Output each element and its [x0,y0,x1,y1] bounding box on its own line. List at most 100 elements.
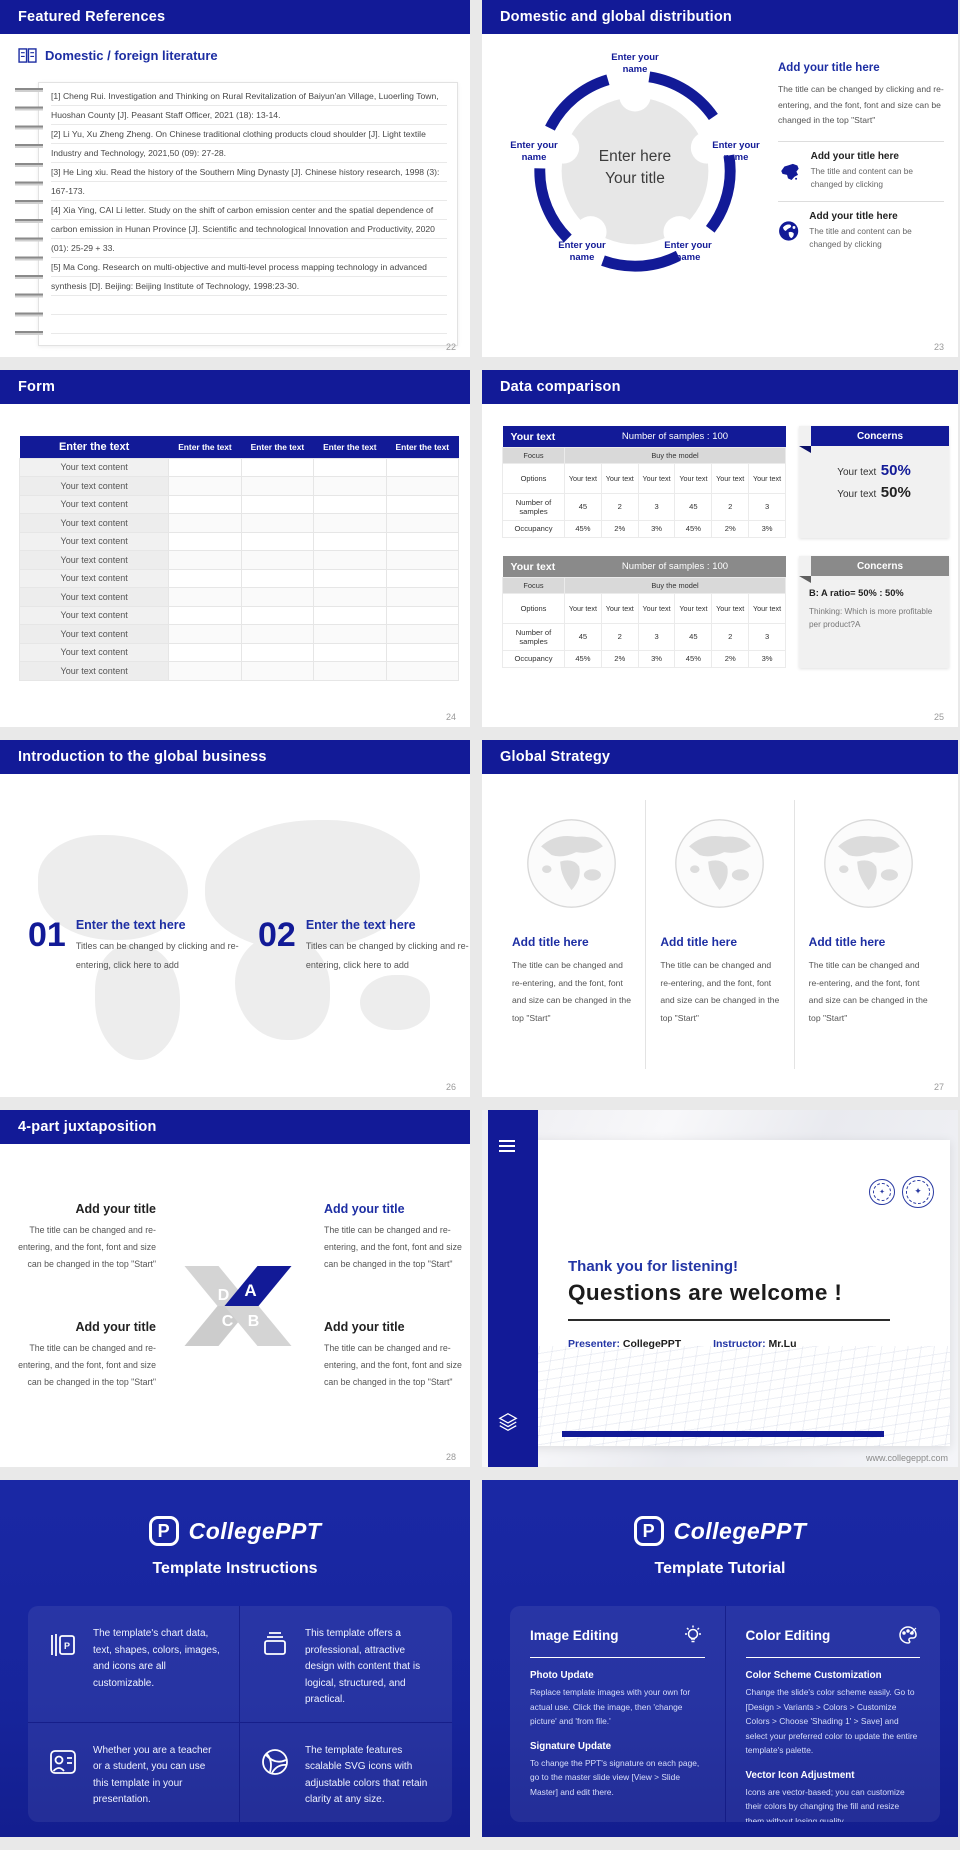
item-heading: Enter the text here [75,918,186,932]
page-number: 25 [933,712,944,722]
form-table: Enter the text Enter the text Enter the te… [18,436,460,681]
slide-title-bar: 4-part juxtaposition [0,1110,470,1144]
table-header-cell: Enter the text [19,436,169,458]
brand-logo: P CollegePPT [0,1480,470,1546]
table-row: Your text content [18,661,460,681]
globe-icon [823,819,913,908]
table-header-cell: Enter the text [168,436,242,458]
layers-icon [498,1413,518,1431]
table-row: Your text content [18,531,460,551]
list-item: Add your title here The title and conten… [778,200,944,261]
university-seals: ✦ ✦ [869,1176,934,1208]
svg-text:D: D [218,1287,230,1304]
design-box-icon [264,1632,286,1655]
thinking-line: Thinking: Which is more profitable per p… [809,607,933,629]
text-block: Add your title The title can be changed a… [324,1202,462,1269]
slide-title: Form [18,379,56,395]
dark-slide-title: Template Instructions [152,1560,318,1577]
slide-title-bar: Domestic and global distribution [482,0,958,34]
comparison-group-1: Your text Number of samples : 100 Focus Bu… [502,426,949,539]
instruction-item: This template offers a professional, att… [240,1606,452,1723]
table-row: Your text content [18,550,460,570]
slide-title: Domestic and global distribution [500,9,732,25]
item-heading: Enter the text here [305,918,416,932]
row-label-cell: Your text content [18,513,170,533]
diagram-label: Enter your name [558,240,606,263]
collegeppt-logo-icon: P [633,1516,664,1546]
strategy-column: Add title here The title can be changed … [645,800,793,1069]
svg-text:C: C [222,1313,234,1330]
concern-line: Your text 50% [837,462,911,479]
table-row: Your text content [18,587,460,607]
row-label-cell: Your text content [18,568,170,588]
concerns-box: Concerns Your text 50% Your text 50% [799,426,949,538]
table-header-cell: Enter the text [313,436,387,458]
column-heading: Add title here [660,935,738,949]
page-number: 22 [445,342,456,352]
diagram-center-line1: Enter here [598,148,672,165]
table-row: Your text content [18,494,460,514]
text-block: Add your title The title can be changed a… [324,1320,462,1387]
slide-domestic-global-distribution: Domestic and global distribution Enter h… [482,0,958,357]
instruction-item: The template features scalable SVG icons… [240,1723,452,1822]
instruction-item: Whether you are a teacher or a student, … [28,1722,240,1822]
item-number: 01 [28,916,66,954]
item-number: 02 [258,916,296,954]
table-row: Your text content [18,476,460,496]
instruction-item: P The template's chart data, text, shape… [28,1606,240,1723]
instructions-panel: P The template's chart data, text, shape… [28,1606,452,1822]
tutorial-section: Vector Icon Adjustment Icons are vector-… [745,1769,905,1823]
data-table-blue: Your text Number of samples : 100 Focus Bu… [502,426,786,539]
list-item: Add your title here The title and conten… [778,140,944,201]
slide-data-comparison: Data comparison Your text Number of sampl… [482,370,958,727]
fold-decoration [799,576,811,583]
content-card: ✦ ✦ Thank you for listening! Questions a… [526,1140,950,1446]
row-label-cell: Your text content [18,587,170,607]
tutorial-column: Color Editing Color Scheme Customization… [724,1606,941,1823]
accent-bar [562,1431,884,1437]
brand-name: CollegePPT [673,1517,807,1544]
item-body: Titles can be changed by clicking and re… [305,941,469,970]
slide-title: Introduction to the global business [18,749,267,765]
concerns-box: Concerns B: A ratio= 50% : 50% Thinking:… [799,556,949,668]
tutorial-panel: Image Editing Photo Update Replace templ… [510,1606,940,1822]
tutorial-column-heading: Image Editing [530,1627,619,1643]
column-heading: Add title here [808,935,886,949]
page-number: 28 [445,1452,456,1462]
diagram-label: Enter your name [712,140,760,163]
slide-title-bar: Introduction to the global business [0,740,470,774]
item-body: The title and content can be changed by … [809,225,912,250]
item-body: Titles can be changed by clicking and re… [75,941,239,970]
x-ribbon-graphic: D A C B [184,1266,292,1346]
table-row: Your text content [18,457,460,477]
references-card: [1] Cheng Rui. Investigation and Thinkin… [38,82,458,346]
world-map-watermark [0,740,470,1097]
table-row: Your text content [18,642,460,662]
item-heading: Add your title here [809,210,898,222]
ratio-line: B: A ratio= 50% : 50% [809,588,904,598]
table-samples: Number of samples : 100 [564,556,786,578]
slide-title-bar: Form [0,370,470,404]
table-header-cell: Enter the text [241,436,314,458]
globe-icon [675,819,765,908]
table-row: Your text content [18,624,460,644]
item-body: The title and content can be changed by … [810,165,913,190]
globe-icon [779,221,799,241]
brand-logo: P CollegePPT [482,1480,958,1546]
slide-template-tutorial: P CollegePPT Template Tutorial Image Edi… [482,1480,958,1837]
row-label-cell: Your text content [18,531,170,551]
reference-item: [1] Cheng Rui. Investigation and Thinkin… [51,91,439,120]
table-title: Your text [502,426,565,448]
slide-title-bar: Featured References [0,0,470,34]
tutorial-column-heading: Color Editing [745,1627,831,1643]
page-number: 24 [445,712,456,722]
tutorial-section: Photo Update Replace template images wit… [530,1670,691,1726]
tutorial-section: Signature Update To change the PPT's sig… [530,1740,700,1797]
strategy-column: Add title here The title can be changed … [498,800,645,1069]
questions-line: Questions are welcome ! [568,1280,843,1305]
wireframe-mesh-decoration [526,1346,950,1446]
diagram-label: Enter your name [510,140,558,163]
palette-icon [899,1626,917,1644]
text-block: Add your title The title can be changed a… [18,1320,156,1387]
table-samples: Number of samples : 100 [564,426,786,448]
